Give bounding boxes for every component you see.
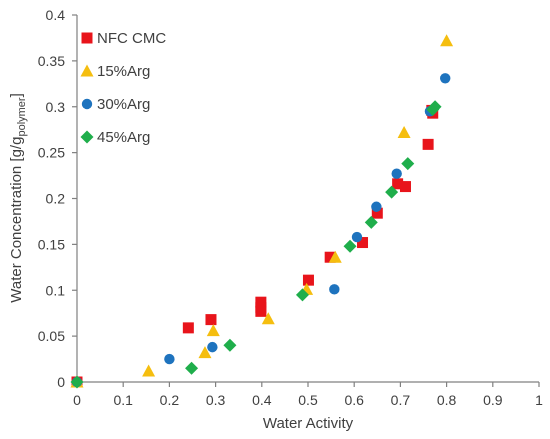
y-tick-label: 0.1	[46, 282, 66, 298]
data-point	[371, 201, 382, 212]
data-point	[261, 312, 275, 325]
data-point	[328, 250, 342, 263]
data-point	[385, 185, 399, 199]
y-axis-title-main: Water Concentration [g/g	[8, 137, 25, 303]
data-point	[207, 341, 218, 353]
y-tick-label: 0	[57, 374, 65, 390]
y-tick-label: 0.35	[38, 53, 65, 69]
data-point	[255, 296, 267, 308]
data-point	[364, 215, 378, 229]
series-45-arg	[70, 100, 442, 389]
data-point	[391, 168, 402, 179]
x-tick-label: 1	[535, 392, 543, 408]
data-point	[70, 375, 84, 389]
x-tick-label: 0	[73, 392, 81, 408]
data-point	[440, 34, 454, 47]
data-point	[422, 138, 434, 150]
x-tick-label: 0.7	[391, 392, 411, 408]
x-tick-label: 0.3	[206, 392, 226, 408]
data-point	[392, 178, 404, 190]
y-tick-label: 0.05	[38, 328, 65, 344]
data-point	[255, 305, 267, 317]
x-tick-label: 0.2	[160, 392, 180, 408]
data-point	[206, 324, 220, 337]
data-point	[343, 239, 357, 253]
legend-marker	[80, 64, 94, 77]
x-ticks: 0 0.1 0.2 0.3 0.4 0.5 0.6 0.7 0.8 0.9 1	[73, 382, 543, 408]
data-point	[351, 231, 363, 243]
y-tick-label: 0.4	[46, 7, 66, 23]
legend-marker	[80, 130, 94, 144]
data-point	[295, 288, 309, 302]
y-tick-label: 0.15	[38, 236, 65, 252]
y-ticks: 0 0.05 0.1 0.15 0.2 0.25 0.3 0.35 0.4	[38, 7, 77, 390]
data-point	[397, 125, 411, 138]
legend-label: 15%Arg	[97, 63, 150, 80]
series-nfc-cmc	[71, 104, 439, 388]
series-15-arg	[70, 34, 454, 388]
data-point	[164, 353, 175, 365]
data-point	[142, 364, 156, 377]
legend: NFC CMC 15%Arg 30%Arg 45%Arg	[80, 30, 166, 146]
legend-marker	[81, 98, 93, 110]
legend-label: 45%Arg	[97, 129, 150, 146]
y-tick-label: 0.25	[38, 145, 65, 161]
x-tick-label: 0.6	[344, 392, 364, 408]
y-axis-title-subscript: polymer	[16, 97, 28, 136]
legend-label: NFC CMC	[97, 30, 166, 47]
legend-marker	[81, 32, 93, 44]
data-point	[399, 181, 411, 193]
data-point	[428, 100, 442, 114]
data-point	[329, 284, 340, 295]
series-30-arg	[71, 73, 451, 388]
y-axis-title-end: ]	[8, 93, 25, 97]
data-point	[371, 207, 383, 219]
legend-label: 30%Arg	[97, 96, 150, 113]
x-axis-title: Water Activity	[263, 415, 354, 432]
data-point	[324, 251, 336, 263]
data-point	[185, 361, 199, 375]
x-tick-label: 0.9	[483, 392, 503, 408]
data-point	[182, 322, 194, 334]
x-tick-label: 0.4	[252, 392, 272, 408]
x-tick-label: 0.5	[298, 392, 318, 408]
x-tick-label: 0.1	[113, 392, 133, 408]
x-tick-label: 0.8	[437, 392, 457, 408]
data-point	[205, 314, 217, 326]
data-point	[223, 338, 237, 352]
data-point	[357, 237, 369, 249]
y-axis-title: Water Concentration [g/gpolymer]	[8, 93, 28, 303]
y-tick-label: 0.3	[46, 99, 66, 115]
data-point	[440, 73, 451, 84]
data-point	[302, 274, 314, 286]
data-markers	[70, 34, 454, 389]
data-point	[198, 346, 212, 359]
data-point	[401, 157, 415, 171]
y-tick-label: 0.2	[46, 191, 66, 207]
